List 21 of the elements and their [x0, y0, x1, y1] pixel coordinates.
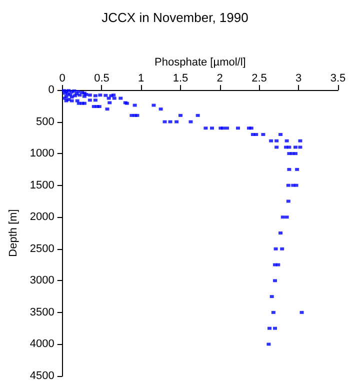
y-tick-label: 4500 [30, 370, 54, 382]
y-tick-label: 4000 [30, 338, 54, 350]
x-tick-label: 0 [59, 72, 66, 84]
x-tick-label: 2.5 [252, 72, 267, 84]
y-tick-label: 0 [48, 84, 54, 96]
y-tick-label: 500 [36, 116, 54, 128]
y-tick-label: 2000 [30, 211, 54, 224]
y-tick-label: 3500 [30, 306, 54, 318]
x-tick-label: 3 [296, 72, 302, 84]
x-tick-label: 1.5 [172, 72, 188, 84]
y-tick-label: 3000 [30, 274, 54, 287]
y-tick-label: 2500 [30, 242, 54, 255]
x-tick-label: 0.5 [94, 72, 110, 84]
x-tick-label: 3.5 [330, 72, 346, 84]
y-tick-label: 1000 [30, 148, 54, 160]
x-tick-label: 1 [138, 72, 144, 84]
x-axis-title: Phosphate [µmol/l] [154, 56, 246, 68]
y-tick-label: 1500 [30, 179, 54, 192]
x-tick-label: 2 [216, 72, 223, 84]
chart-title: JCCX in November, 1990 [102, 10, 248, 25]
y-axis-title: Depth [m] [8, 209, 20, 257]
